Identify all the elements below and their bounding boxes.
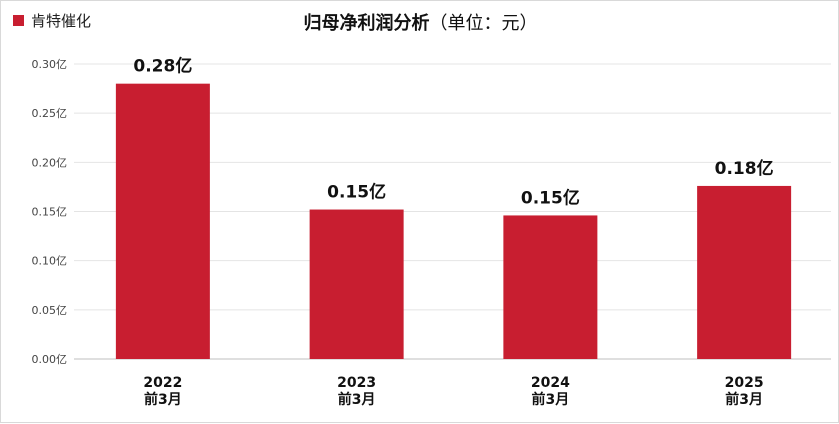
y-tick-label: 0.05亿 <box>32 304 68 317</box>
chart-title: 归母净利润分析（单位：元） <box>1 9 839 35</box>
y-tick-label: 0.25亿 <box>32 107 68 120</box>
legend-swatch <box>13 15 24 26</box>
bar <box>309 209 404 359</box>
legend-label: 肯特催化 <box>31 12 92 30</box>
x-category-label: 2025 <box>725 375 764 391</box>
bar <box>697 185 792 359</box>
bar <box>503 215 598 359</box>
x-category-label: 2022 <box>143 375 182 391</box>
y-tick-label: 0.15亿 <box>32 206 68 219</box>
bar <box>115 83 210 360</box>
data-label: 0.15亿 <box>327 182 386 203</box>
chart-title-text: 归母净利润分析 <box>303 13 430 34</box>
y-tick-label: 0.30亿 <box>32 58 68 71</box>
x-category-label: 前3月 <box>532 391 570 408</box>
x-category-label: 2023 <box>337 375 376 391</box>
data-label: 0.18亿 <box>715 158 774 179</box>
data-label: 0.28亿 <box>133 56 192 77</box>
y-tick-label: 0.10亿 <box>32 255 68 268</box>
x-category-label: 前3月 <box>144 391 182 408</box>
x-category-label: 前3月 <box>725 391 763 408</box>
data-label: 0.15亿 <box>521 187 580 208</box>
y-tick-label: 0.20亿 <box>32 156 68 169</box>
x-category-label: 2024 <box>531 375 570 391</box>
legend: 肯特催化 <box>13 10 91 31</box>
y-tick-label: 0.00亿 <box>32 353 68 366</box>
x-category-label: 前3月 <box>338 391 376 408</box>
chart-title-unit: （单位：元） <box>429 13 538 34</box>
